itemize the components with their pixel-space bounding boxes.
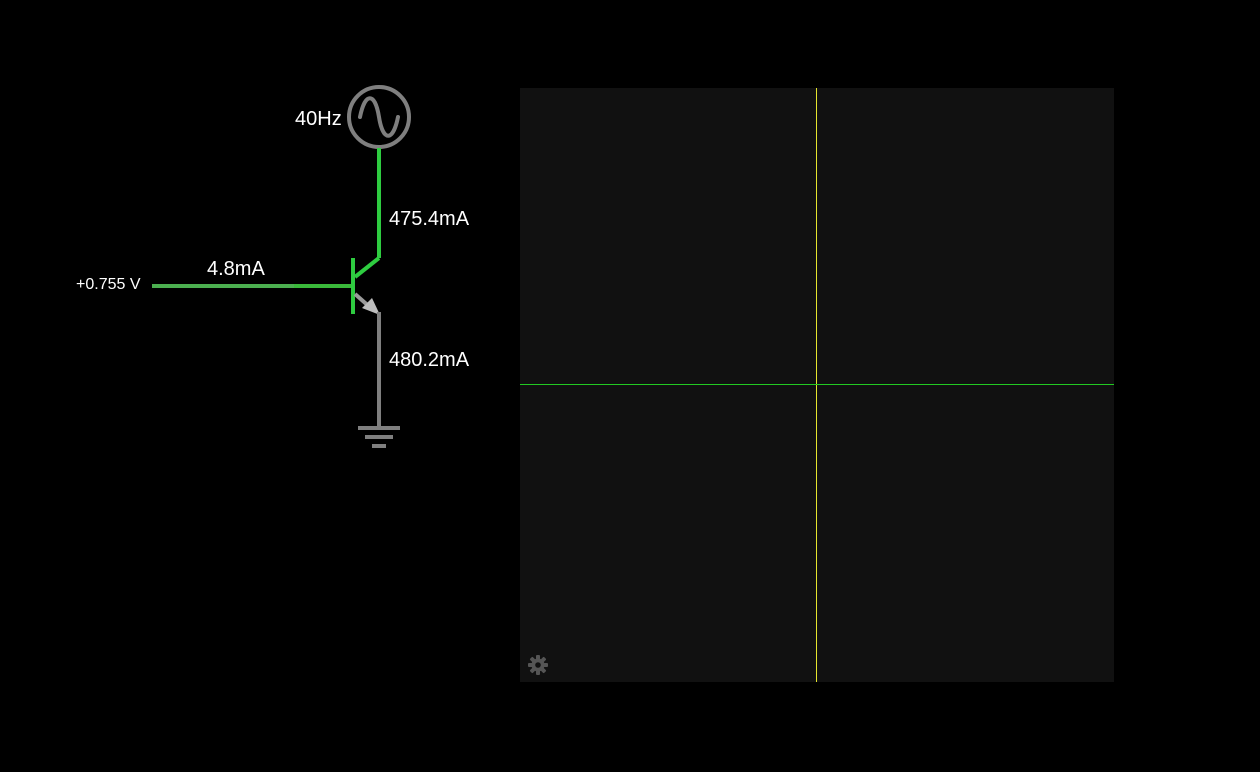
base-voltage-label: +0.755 V (76, 276, 141, 293)
sine-wave-icon (358, 96, 400, 138)
emitter-current-label: 480.2mA (389, 349, 470, 371)
ground-icon[interactable] (358, 426, 400, 448)
collector-current-label: 475.4mA (389, 208, 470, 230)
oscilloscope-display[interactable] (520, 88, 1114, 682)
gear-icon[interactable] (527, 654, 549, 676)
ac-source[interactable] (347, 85, 411, 149)
base-current-label: 4.8mA (207, 258, 265, 280)
emitter-arrow-icon (362, 298, 380, 315)
collector-lead (353, 256, 381, 279)
circuit-schematic[interactable] (0, 0, 510, 772)
scope-y-axis (816, 88, 817, 682)
scope-x-axis (520, 384, 1114, 385)
ac-source-icon[interactable] (347, 85, 411, 149)
source-frequency-label: 40Hz (295, 108, 342, 130)
